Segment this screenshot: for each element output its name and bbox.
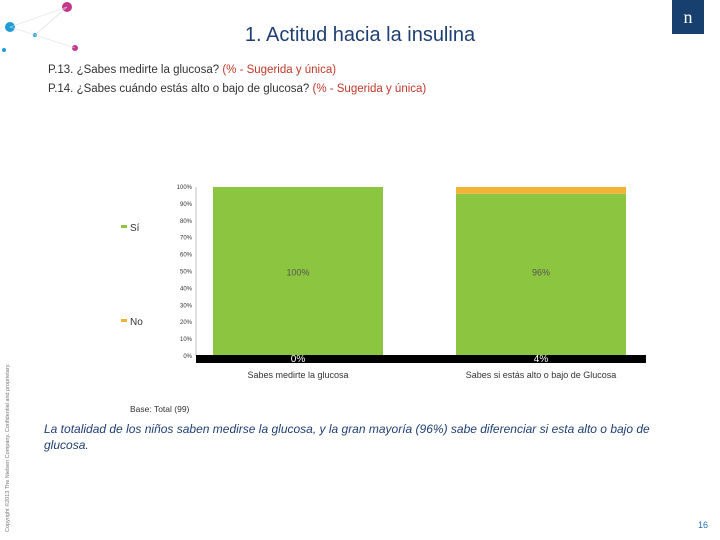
nielsen-logo: n (672, 0, 704, 34)
y-tick-label: 90% (180, 202, 193, 208)
category-label: Sabes si estás alto o bajo de Glucosa (466, 370, 617, 380)
category-label: Sabes medirte la glucosa (247, 370, 348, 380)
y-tick-label: 100% (177, 185, 193, 191)
y-tick-label: 50% (180, 270, 193, 276)
data-label-si: 96% (532, 268, 550, 278)
page-title: 1. Actitud hacia la insulina (244, 24, 476, 46)
question-1-text: P.13. ¿Sabes medirte la glucosa? (48, 64, 223, 76)
stacked-bar-chart: 0% 10% 20% 30% 40% 50% 60% 70% 80% 90% 100% 100% Sab… (121, 185, 646, 380)
decorative-dots (2, 2, 78, 52)
y-tick-label: 60% (180, 253, 193, 259)
bar-si (213, 187, 383, 356)
data-label-no: 4% (534, 354, 549, 365)
base-note: Base: Total (99) (130, 404, 190, 414)
question-1: P.13. ¿Sabes medirte la glucosa? (% - Su… (48, 64, 336, 76)
question-2: P.14. ¿Sabes cuándo estás alto o bajo de… (48, 83, 426, 95)
y-tick-label: 0% (183, 354, 192, 360)
deco-line (9, 26, 76, 49)
legend-label: Sí (130, 223, 140, 234)
legend-label: No (130, 317, 143, 328)
deco-line (34, 6, 68, 36)
data-label-si: 100% (286, 268, 309, 278)
question-2-highlight: (% - Sugerida y única) (312, 83, 427, 95)
y-tick-label: 20% (180, 320, 193, 326)
conclusion-text: La totalidad de los niños saben medirse … (44, 422, 650, 453)
question-2-text: P.14. ¿Sabes cuándo estás alto o bajo de… (48, 83, 313, 95)
y-tick-label: 40% (180, 286, 193, 292)
y-tick-label: 10% (180, 337, 193, 343)
bar-no (456, 187, 626, 194)
y-tick-label: 80% (180, 219, 193, 225)
page-number: 16 (697, 520, 708, 530)
deco-dot (2, 48, 6, 52)
question-1-highlight: (% - Sugerida y única) (222, 64, 337, 76)
legend-swatch-no (121, 319, 127, 322)
y-tick-label: 70% (180, 236, 193, 242)
data-label-no: 0% (291, 354, 306, 365)
legend-swatch-si (121, 225, 127, 228)
y-tick-label: 30% (180, 303, 193, 309)
deco-line (9, 6, 68, 28)
baseline-band (196, 355, 646, 363)
bar-si (456, 193, 626, 356)
